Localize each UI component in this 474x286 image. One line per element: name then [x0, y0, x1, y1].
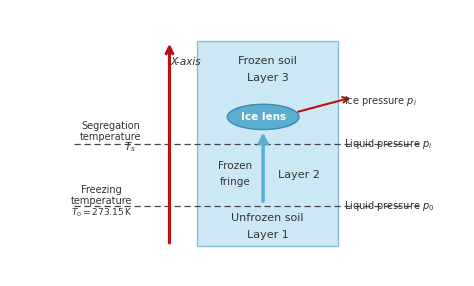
Text: fringe: fringe — [220, 177, 251, 187]
Text: Unfrozen soil: Unfrozen soil — [231, 213, 304, 223]
Text: Liquid pressure $p_0$: Liquid pressure $p_0$ — [344, 199, 434, 213]
Ellipse shape — [228, 104, 299, 130]
Text: Ice lens: Ice lens — [241, 112, 286, 122]
FancyBboxPatch shape — [197, 41, 338, 246]
Text: Frozen soil: Frozen soil — [238, 56, 297, 66]
Text: X-axis: X-axis — [171, 57, 201, 67]
Text: $T_0 = 273.15\,\mathrm{K}$: $T_0 = 273.15\,\mathrm{K}$ — [71, 207, 132, 219]
Text: $T_s$: $T_s$ — [124, 140, 136, 154]
Text: Layer 3: Layer 3 — [247, 74, 289, 83]
Text: Layer 2: Layer 2 — [278, 170, 320, 180]
Text: Liquid pressure $p_i$: Liquid pressure $p_i$ — [344, 138, 432, 151]
Text: Layer 1: Layer 1 — [247, 230, 289, 240]
Text: Freezing: Freezing — [81, 184, 122, 194]
Text: temperature: temperature — [71, 196, 132, 206]
Text: Ice pressure $p_i$: Ice pressure $p_i$ — [344, 94, 417, 108]
Text: Segregation: Segregation — [81, 121, 140, 131]
Text: Frozen: Frozen — [218, 162, 252, 171]
Text: temperature: temperature — [80, 132, 141, 142]
